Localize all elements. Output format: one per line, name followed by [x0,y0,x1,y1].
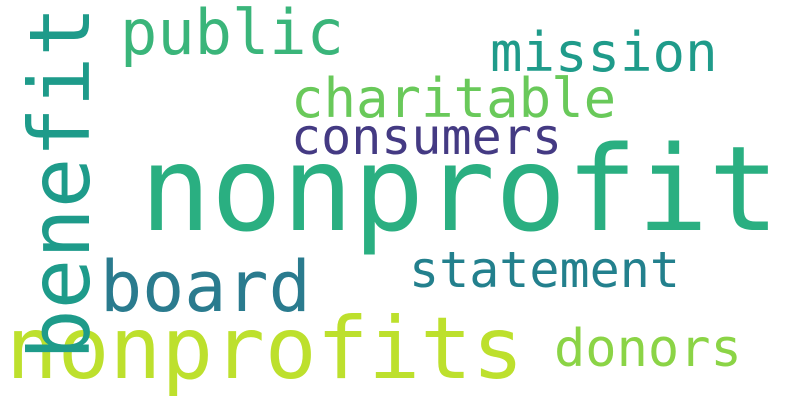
word-consumers: consumers [291,108,562,166]
word-public: public [120,0,344,69]
word-nonprofit: nonprofit [140,120,780,258]
word-mission: mission [490,21,718,84]
word-nonprofits: nonprofits [6,299,524,399]
word-charitable: charitable [291,67,617,130]
word-statement: statement [409,241,680,299]
word-board: board [100,246,311,328]
word-donors: donors [554,319,742,379]
word-benefit: benefit [11,5,109,360]
